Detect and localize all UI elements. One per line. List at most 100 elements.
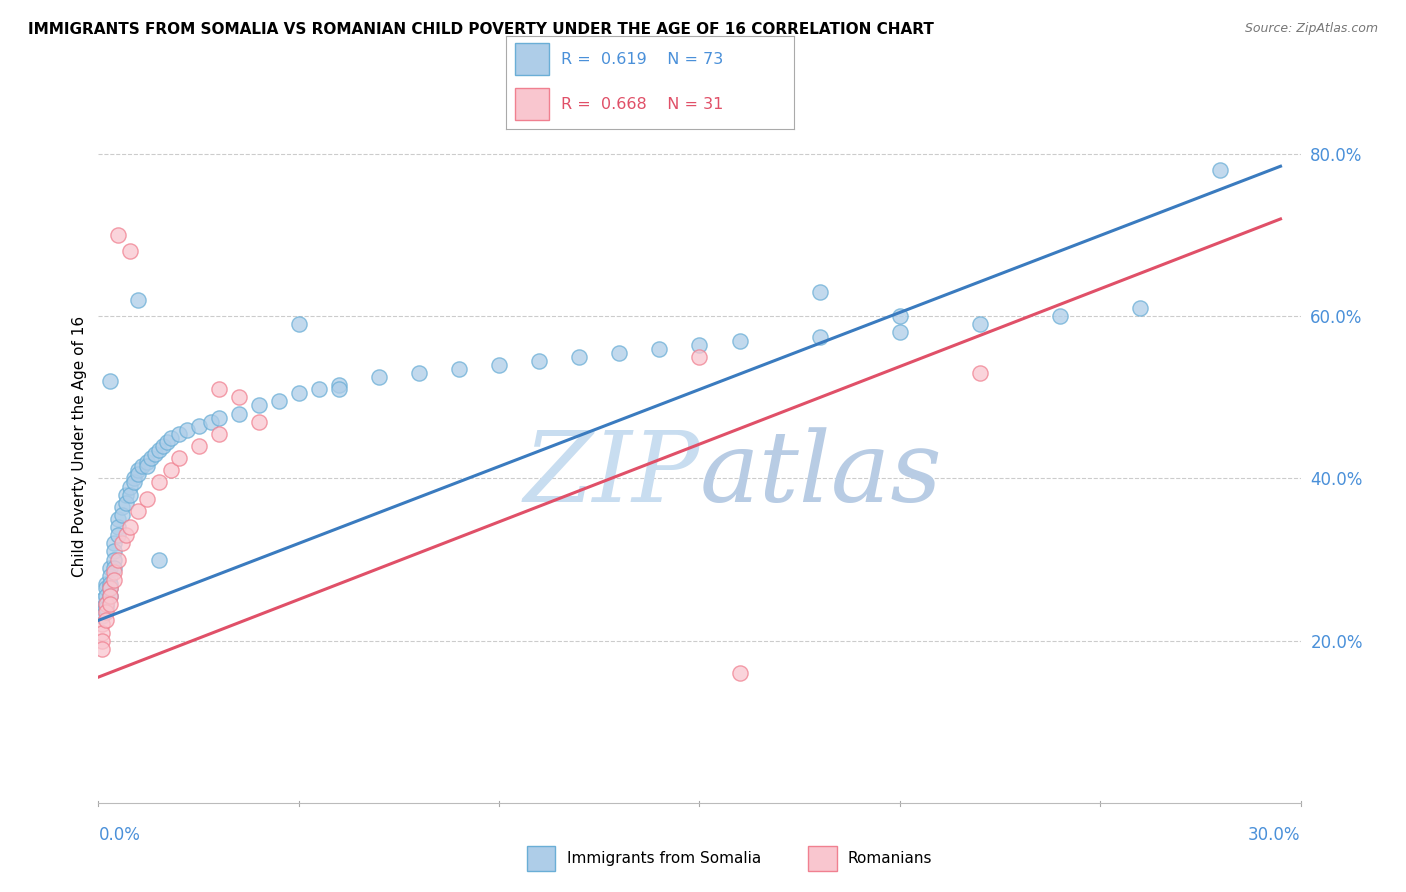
- Point: [187, 418, 209, 433]
- Point: [408, 366, 430, 380]
- Point: [609, 345, 631, 359]
- Point: [128, 467, 150, 482]
- Point: [228, 390, 250, 404]
- Text: 0.0%: 0.0%: [98, 825, 141, 844]
- Point: [100, 374, 122, 388]
- Point: [889, 310, 911, 324]
- Point: [96, 589, 118, 603]
- Point: [100, 568, 122, 582]
- Point: [148, 552, 170, 566]
- Point: [889, 326, 911, 340]
- Point: [159, 431, 181, 445]
- Point: [91, 593, 114, 607]
- Point: [107, 520, 129, 534]
- Y-axis label: Child Poverty Under the Age of 16: Child Poverty Under the Age of 16: [72, 316, 87, 576]
- Point: [167, 426, 190, 441]
- Point: [969, 366, 991, 380]
- Point: [529, 354, 551, 368]
- Point: [488, 358, 510, 372]
- Point: [91, 641, 114, 656]
- Point: [808, 285, 831, 299]
- Point: [148, 475, 170, 490]
- Point: [688, 350, 710, 364]
- Point: [107, 512, 129, 526]
- Text: 30.0%: 30.0%: [1249, 825, 1301, 844]
- Point: [728, 334, 751, 348]
- Point: [159, 463, 181, 477]
- Point: [107, 228, 129, 243]
- Point: [103, 573, 125, 587]
- Point: [267, 394, 290, 409]
- Point: [96, 613, 118, 627]
- Point: [100, 577, 122, 591]
- Point: [447, 362, 470, 376]
- Point: [648, 342, 671, 356]
- Text: IMMIGRANTS FROM SOMALIA VS ROMANIAN CHILD POVERTY UNDER THE AGE OF 16 CORRELATIO: IMMIGRANTS FROM SOMALIA VS ROMANIAN CHIL…: [28, 22, 934, 37]
- Point: [208, 426, 231, 441]
- Point: [111, 500, 134, 514]
- Point: [111, 536, 134, 550]
- Point: [100, 560, 122, 574]
- Point: [115, 488, 138, 502]
- Point: [96, 601, 118, 615]
- Point: [135, 491, 157, 506]
- Point: [103, 552, 125, 566]
- Point: [247, 399, 270, 413]
- Point: [1209, 163, 1232, 178]
- Point: [969, 318, 991, 332]
- Point: [111, 508, 134, 522]
- Point: [152, 439, 174, 453]
- Text: R =  0.619    N = 73: R = 0.619 N = 73: [561, 52, 723, 67]
- Point: [120, 520, 142, 534]
- Point: [107, 552, 129, 566]
- Point: [328, 382, 350, 396]
- Point: [155, 434, 177, 449]
- Point: [115, 528, 138, 542]
- Point: [139, 451, 162, 466]
- Point: [124, 475, 146, 490]
- Point: [728, 666, 751, 681]
- Point: [288, 386, 311, 401]
- Bar: [515, 43, 550, 75]
- Point: [96, 597, 118, 611]
- Point: [91, 617, 114, 632]
- Point: [91, 601, 114, 615]
- Point: [100, 597, 122, 611]
- Point: [368, 370, 391, 384]
- Point: [167, 451, 190, 466]
- Point: [96, 597, 118, 611]
- Point: [200, 415, 222, 429]
- Point: [143, 447, 166, 461]
- Point: [100, 581, 122, 595]
- Point: [91, 609, 114, 624]
- Point: [115, 496, 138, 510]
- Point: [187, 439, 209, 453]
- Point: [91, 633, 114, 648]
- Point: [124, 471, 146, 485]
- Point: [120, 488, 142, 502]
- Point: [288, 318, 311, 332]
- Point: [568, 350, 591, 364]
- Text: atlas: atlas: [699, 427, 942, 522]
- Point: [148, 443, 170, 458]
- Point: [103, 544, 125, 558]
- Text: Immigrants from Somalia: Immigrants from Somalia: [567, 851, 761, 865]
- Point: [808, 329, 831, 343]
- Point: [208, 382, 231, 396]
- Point: [100, 589, 122, 603]
- Text: Source: ZipAtlas.com: Source: ZipAtlas.com: [1244, 22, 1378, 36]
- Point: [688, 337, 710, 351]
- Point: [91, 625, 114, 640]
- Point: [100, 581, 122, 595]
- Point: [120, 479, 142, 493]
- Text: Romanians: Romanians: [848, 851, 932, 865]
- Point: [103, 565, 125, 579]
- Point: [1049, 310, 1071, 324]
- Text: ZIP: ZIP: [523, 427, 699, 522]
- Point: [208, 410, 231, 425]
- Point: [107, 528, 129, 542]
- Point: [135, 459, 157, 474]
- Point: [135, 455, 157, 469]
- Text: R =  0.668    N = 31: R = 0.668 N = 31: [561, 96, 723, 112]
- Point: [128, 504, 150, 518]
